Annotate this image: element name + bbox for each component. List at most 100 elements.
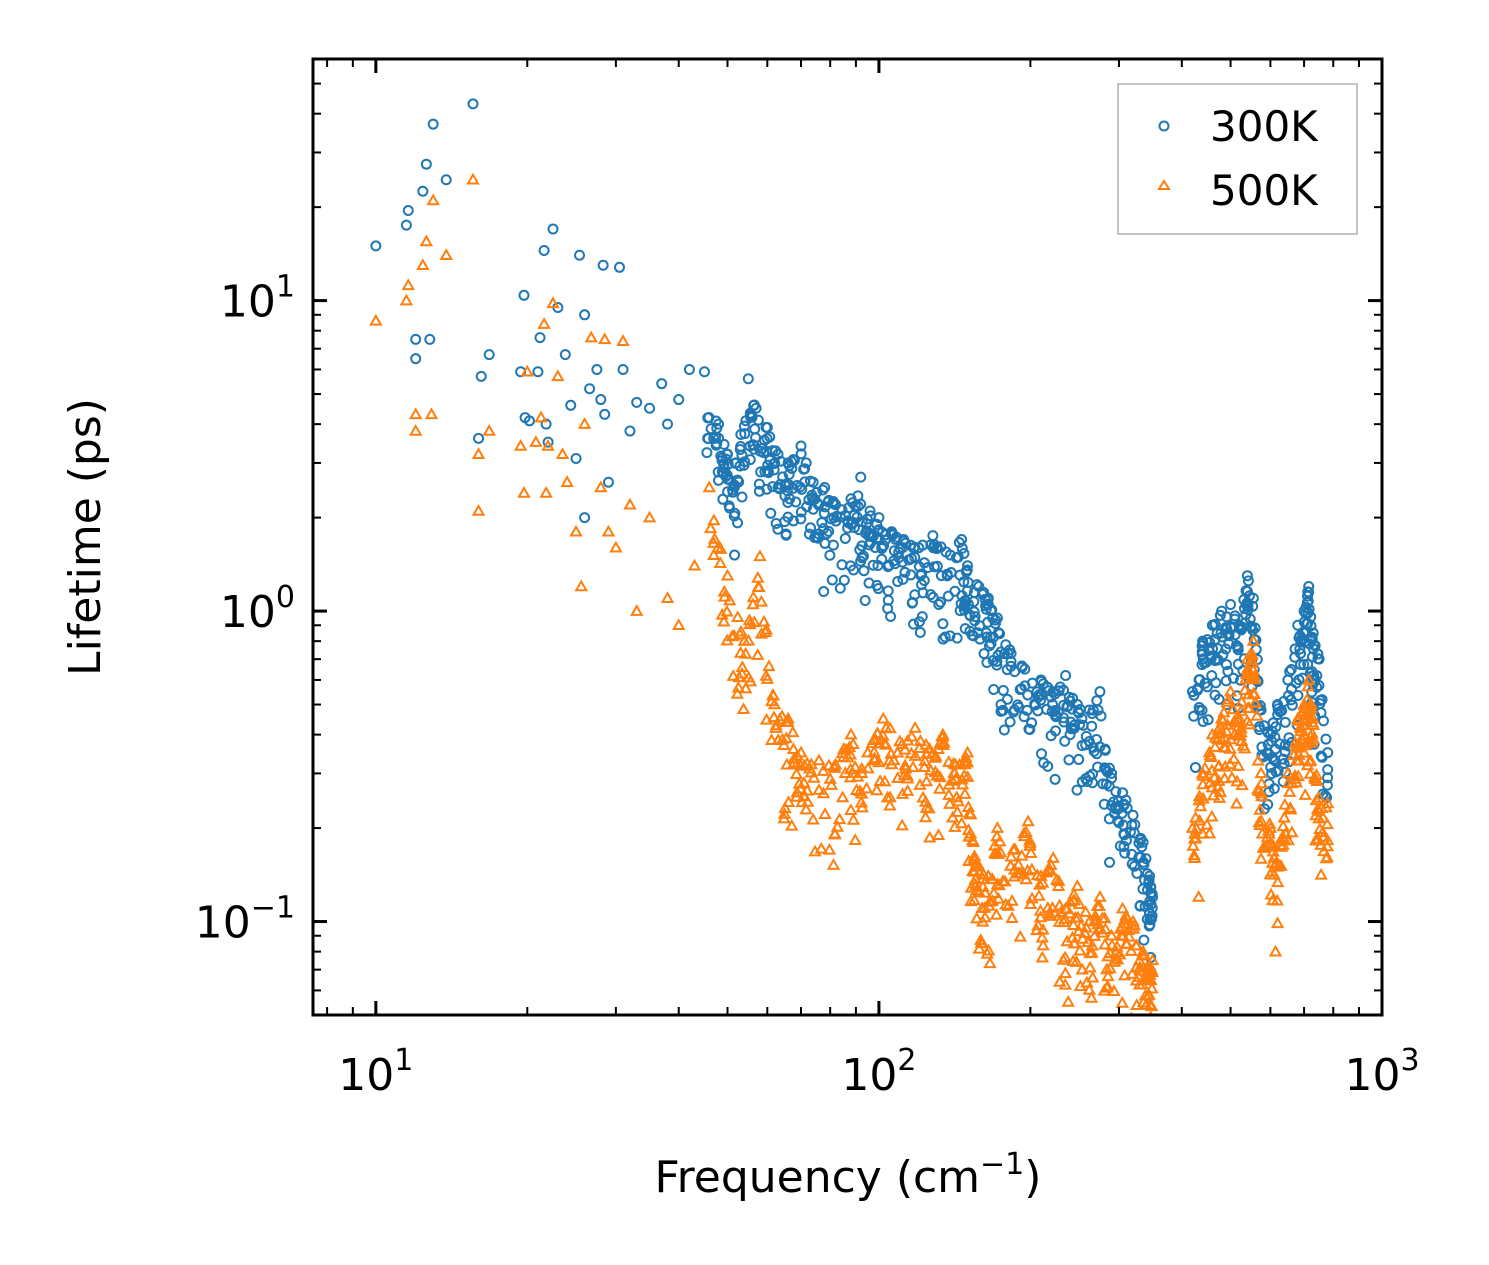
- point-300k: [1302, 586, 1314, 598]
- point-300k: [644, 402, 656, 414]
- point-300k: [876, 553, 888, 565]
- point-500k: [1011, 857, 1026, 870]
- point-300k: [1272, 765, 1284, 777]
- point-300k: [962, 598, 974, 610]
- point-500k: [1060, 934, 1074, 947]
- point-300k: [1314, 695, 1326, 707]
- point-500k: [797, 789, 811, 801]
- legend-label-300k: 300K: [1210, 102, 1319, 151]
- point-300k: [857, 550, 869, 562]
- point-300k: [989, 618, 1001, 630]
- point-500k: [1078, 905, 1093, 917]
- point-500k: [574, 579, 588, 592]
- point-500k: [1297, 697, 1311, 710]
- point-500k: [1142, 958, 1157, 971]
- point-500k: [597, 332, 612, 345]
- point-500k: [1115, 996, 1129, 1008]
- point-500k: [806, 812, 820, 825]
- point-500k: [828, 827, 842, 840]
- point-500k: [1083, 946, 1097, 959]
- point-300k: [765, 507, 777, 519]
- point-500k: [917, 760, 932, 773]
- point-500k: [1119, 908, 1133, 921]
- point-300k: [427, 118, 439, 130]
- point-500k: [998, 874, 1012, 887]
- point-500k: [1046, 851, 1060, 863]
- point-500k: [1003, 858, 1018, 871]
- point-300k: [1050, 725, 1062, 737]
- point-300k: [402, 205, 414, 217]
- point-300k: [656, 378, 668, 390]
- point-300k: [1118, 840, 1130, 852]
- point-500k: [1005, 911, 1019, 924]
- point-500k: [714, 542, 728, 554]
- point-500k: [976, 879, 990, 892]
- point-300k: [1080, 730, 1092, 742]
- point-500k: [1043, 864, 1057, 876]
- point-300k: [1241, 570, 1253, 582]
- point-500k: [601, 524, 616, 537]
- point-500k: [1254, 786, 1269, 799]
- point-300k: [896, 556, 908, 568]
- point-500k: [954, 816, 969, 829]
- point-300k: [974, 633, 986, 645]
- point-500k: [1301, 672, 1316, 685]
- point-500k: [1013, 929, 1028, 942]
- point-300k: [1232, 641, 1244, 653]
- point-500k: [822, 758, 836, 771]
- point-300k: [1071, 699, 1083, 711]
- point-500k: [736, 702, 751, 715]
- point-300k: [1244, 613, 1256, 625]
- point-300k: [1303, 580, 1315, 592]
- point-500k: [1251, 753, 1265, 766]
- point-300k: [969, 611, 981, 623]
- point-500k: [726, 669, 740, 681]
- x-axis-label: Frequency (cm−1): [655, 1147, 1042, 1203]
- point-300k: [916, 611, 928, 623]
- point-300k: [701, 447, 713, 459]
- point-500k: [800, 783, 814, 796]
- point-300k: [809, 531, 821, 543]
- point-500k: [872, 755, 886, 768]
- point-300k: [736, 449, 748, 461]
- point-500k: [1281, 766, 1295, 779]
- point-300k: [845, 493, 857, 505]
- point-300k: [1293, 674, 1305, 686]
- point-300k: [1117, 787, 1129, 799]
- point-300k: [1019, 663, 1031, 675]
- point-500k: [797, 775, 811, 788]
- point-500k: [1265, 855, 1280, 868]
- point-500k: [786, 725, 800, 738]
- point-500k: [623, 497, 637, 510]
- point-500k: [707, 532, 722, 544]
- point-500k: [826, 858, 841, 870]
- point-500k: [720, 568, 735, 581]
- point-500k: [1314, 867, 1328, 880]
- point-500k: [1031, 918, 1045, 931]
- point-500k: [1072, 897, 1087, 910]
- point-300k: [1295, 647, 1307, 659]
- point-500k: [1081, 935, 1095, 948]
- point-300k: [962, 560, 974, 572]
- point-500k: [517, 486, 531, 498]
- point-300k: [1024, 724, 1036, 736]
- point-500k: [513, 439, 528, 451]
- point-300k: [859, 594, 871, 606]
- point-300k: [1086, 777, 1098, 789]
- point-500k: [737, 634, 752, 646]
- point-300k: [913, 542, 925, 554]
- point-500k: [1087, 929, 1102, 941]
- point-500k: [777, 807, 792, 819]
- point-300k: [574, 249, 586, 261]
- point-500k: [767, 697, 782, 710]
- point-500k: [883, 798, 897, 811]
- point-500k: [1073, 943, 1087, 956]
- point-300k: [836, 559, 848, 571]
- point-300k: [1146, 902, 1158, 914]
- point-500k: [764, 733, 779, 745]
- point-500k: [1195, 766, 1210, 779]
- point-300k: [819, 482, 831, 494]
- point-500k: [424, 407, 439, 420]
- point-500k: [1017, 826, 1031, 839]
- point-500k: [1316, 830, 1331, 842]
